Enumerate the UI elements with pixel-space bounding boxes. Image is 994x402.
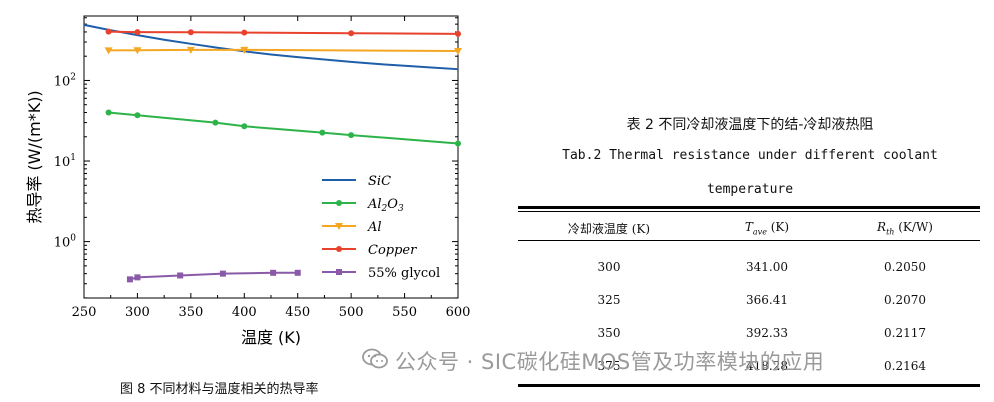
series-line: [108, 111, 459, 145]
y-tick-label: 101: [54, 153, 76, 170]
x-tick-label: 450: [285, 305, 310, 320]
data-point: [177, 272, 184, 279]
data-point: [294, 269, 301, 276]
y-tick-label: 102: [54, 72, 76, 89]
series-line: [83, 23, 459, 71]
series-line: [108, 48, 459, 53]
header-tave-subscript: ave: [752, 227, 767, 237]
data-point: [336, 269, 342, 275]
table-cell: 366.41: [746, 293, 788, 307]
data-point: [348, 30, 355, 37]
figure-caption: 图 8 不同材料与温度相关的热导率: [120, 382, 319, 397]
data-point: [270, 269, 277, 276]
data-point: [134, 112, 141, 119]
x-tick-label: 400: [232, 305, 257, 320]
data-point: [240, 46, 249, 54]
wechat-icon: [362, 348, 388, 369]
legend-label: Al: [367, 220, 382, 235]
legend-label: SiC: [368, 174, 391, 189]
table-cell: 300: [597, 260, 621, 274]
header-rth-unit: (K/W): [894, 220, 933, 234]
table-cell: 350: [597, 326, 621, 340]
watermark-text: 公众号 · SIC碳化硅MOS管及功率模块的应用: [395, 350, 825, 374]
data-point: [241, 29, 248, 36]
table-top-rule-thin: [518, 211, 980, 212]
table-title-cn: 表 2 不同冷却液温度下的结-冷却液热阻: [626, 117, 874, 133]
header-coolant-temp: 冷却液温度 (K): [567, 222, 651, 236]
table-cell: 0.2117: [884, 326, 926, 340]
x-tick-label: 500: [339, 305, 364, 320]
header-tave: Tave (K): [692, 220, 842, 236]
data-point: [336, 200, 342, 206]
data-point: [186, 46, 195, 54]
data-point: [455, 140, 461, 147]
table-top-rule: [518, 206, 980, 209]
x-tick-label: 300: [125, 305, 150, 320]
header-rth-subscript: th: [886, 227, 895, 237]
x-tick-label: 550: [392, 305, 417, 320]
data-point: [319, 129, 326, 136]
header-tave-symbol: T: [744, 220, 753, 234]
data-point: [335, 223, 343, 230]
data-point: [187, 29, 194, 36]
data-point: [212, 119, 219, 126]
legend-label: Copper: [368, 243, 417, 258]
table-cell: 0.2050: [884, 260, 926, 274]
series-line: [108, 30, 459, 35]
table-header-rule: [518, 240, 980, 241]
data-point: [126, 276, 133, 283]
table-cell: 375: [597, 359, 621, 373]
data-point: [336, 246, 342, 252]
data-point: [105, 109, 112, 116]
table-cell: 0.2070: [884, 293, 926, 307]
table-bottom-rule: [518, 384, 980, 387]
data-point: [133, 47, 142, 55]
data-point: [134, 29, 141, 36]
y-axis-label: 热导率 (W/(m*K)): [25, 90, 44, 223]
legend-label: 55% glycol: [368, 266, 440, 281]
legend-label: Al2O3: [367, 197, 404, 214]
data-point: [105, 28, 112, 35]
table-cell: 325: [597, 293, 621, 307]
x-tick-label: 600: [446, 305, 471, 320]
header-rth: Rth (K/W): [830, 220, 980, 236]
table-cell: 0.2164: [884, 359, 926, 373]
data-point: [134, 274, 141, 281]
thermal-conductivity-chart: 250 300 350 400 450 500 550 600 100 101 102 温度 (K) 热…: [25, 15, 471, 347]
data-point: [241, 123, 248, 130]
table-title-en-cont: temperature: [706, 182, 794, 197]
x-tick-label: 350: [178, 305, 203, 320]
data-point: [348, 132, 355, 139]
data-point: [455, 30, 461, 37]
y-tick-label: 100: [54, 234, 77, 251]
header-tave-unit: (K): [766, 220, 790, 234]
table-title-en: Tab.2 Thermal resistance under different…: [562, 148, 938, 163]
data-point: [219, 270, 226, 277]
x-axis-label: 温度 (K): [241, 328, 301, 347]
x-tick-label: 250: [72, 305, 97, 320]
data-point: [454, 48, 462, 56]
header-rth-symbol: R: [877, 220, 887, 234]
table-cell: 392.33: [746, 326, 788, 340]
table-cell: 418.28: [746, 359, 788, 373]
data-point: [104, 47, 113, 55]
table-cell: 341.00: [746, 260, 788, 274]
